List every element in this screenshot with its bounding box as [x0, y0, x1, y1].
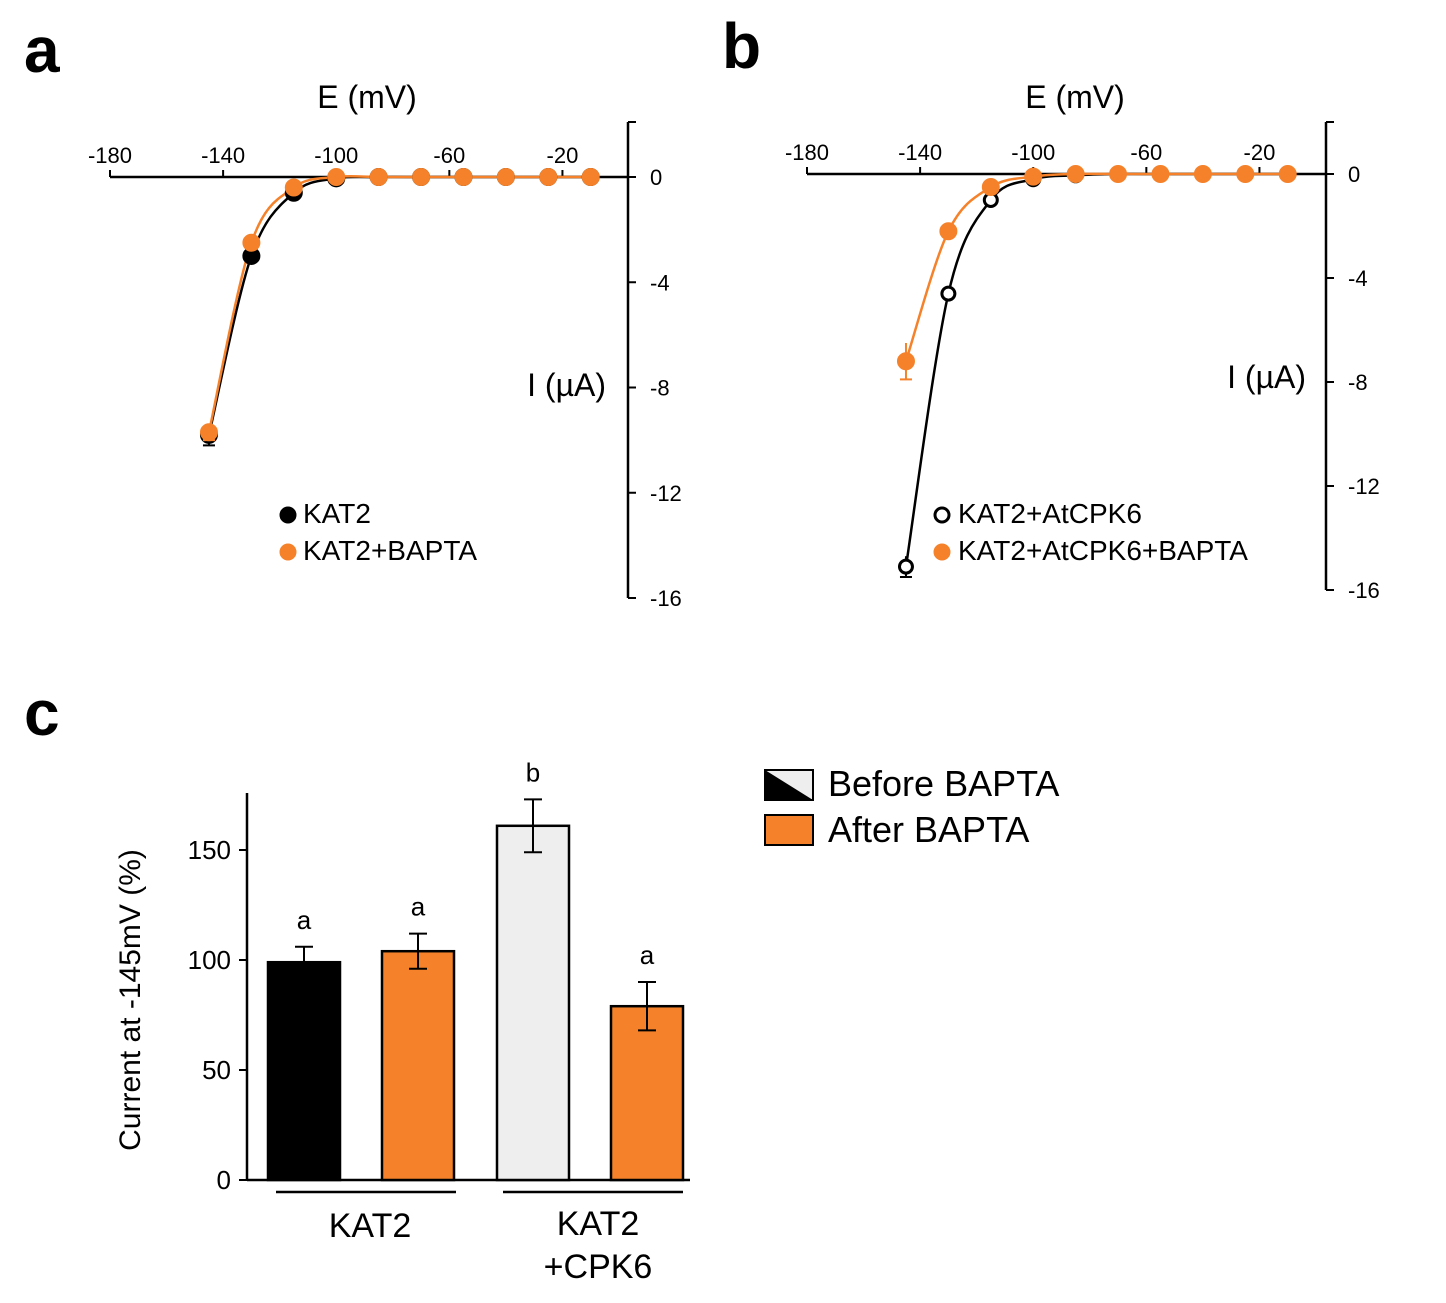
legend-b-label-kat2-atcpk6-bapta: KAT2+AtCPK6+BAPTA	[958, 535, 1248, 566]
data-point-a-kat2-bapta	[284, 178, 303, 197]
bar-kat2-after-bapta	[380, 949, 456, 1182]
significance-letter: b	[526, 757, 540, 787]
legend-c-label-after: After BAPTA	[828, 809, 1029, 850]
y-tick-label-b: -12	[1348, 474, 1380, 499]
iv-chart-b: -180 -140 -100 -60 -20 0 -4 -8 -12 -16 E (mV) I (µA…	[785, 79, 1380, 603]
data-point-a-kat2-bapta	[327, 168, 346, 186]
data-point-b-kat2-atcpk6-bapta	[981, 178, 1000, 196]
legend-b-marker-kat2-atcpk6-bapta	[933, 543, 951, 561]
legend-b: KAT2+AtCPK6 KAT2+AtCPK6+BAPTA	[933, 498, 1248, 566]
bar-kat2-before-bapta	[266, 960, 342, 1182]
legend-c: Before BAPTA After BAPTA	[764, 763, 1059, 850]
x-axis-title-a: E (mV)	[317, 79, 417, 115]
data-point-b-kat2-atcpk6-bapta	[1193, 165, 1212, 183]
legend-a-marker-kat2-bapta	[279, 543, 297, 561]
data-point-b-kat2-atcpk6-bapta	[896, 352, 915, 371]
y-tick-label-c: 150	[188, 835, 231, 865]
data-point-a-kat2-bapta	[369, 168, 388, 186]
y-tick-label-b: 0	[1348, 162, 1360, 187]
legend-a-label-kat2-bapta: KAT2+BAPTA	[303, 535, 477, 566]
x-tick-label-a: -140	[201, 143, 245, 168]
legend-c-label-before: Before BAPTA	[828, 763, 1059, 804]
legend-a-marker-kat2	[279, 506, 297, 524]
data-point-b-kat2-atcpk6-bapta	[1278, 165, 1297, 183]
data-point-a-kat2-bapta	[539, 168, 558, 186]
significance-letter: a	[411, 892, 426, 922]
data-point-a-kat2-bapta	[412, 168, 431, 186]
x-tick-label-a: -180	[88, 143, 132, 168]
y-tick-label-b: -8	[1348, 370, 1368, 395]
data-point-a-kat2-bapta	[496, 168, 515, 186]
group-label-kat2-cpk6-line1: KAT2	[557, 1205, 640, 1243]
data-point-b-kat2-atcpk6-bapta	[1151, 165, 1170, 183]
panel-label-b: b	[722, 10, 761, 82]
y-tick-label-c: 100	[188, 945, 231, 975]
data-point-b-kat2-atcpk6-bapta	[1066, 165, 1085, 183]
data-point-b-kat2-atcpk6-bapta	[1024, 167, 1043, 186]
x-tick-label-a: -60	[433, 143, 465, 168]
data-point-a-kat2-bapta	[581, 168, 600, 186]
data-point-a-kat2-bapta	[242, 233, 261, 252]
x-tick-label-b: -180	[785, 140, 829, 165]
iv-chart-a: -180 -140 -100 -60 -20 0 -4 -8 -12 -16 E (mV) I (µA…	[88, 79, 682, 611]
y-tick-label-b: -16	[1348, 578, 1380, 603]
y-tick-label-c: 0	[217, 1165, 231, 1195]
y-tick-label-a: -16	[650, 586, 682, 611]
data-point-b-kat2-atcpk6-bapta	[1109, 165, 1128, 183]
fit-curve-b-kat2-atcpk6-bapta	[904, 172, 1288, 362]
data-point-b-kat2-atcpk6	[897, 558, 914, 575]
panel-label-c: c	[24, 677, 60, 749]
y-axis-title-a: I (µA)	[527, 367, 606, 403]
bar-kat2-cpk6-before-bapta	[495, 824, 571, 1182]
y-tick-label-b: -4	[1348, 266, 1368, 291]
y-tick-label-a: 0	[650, 165, 662, 190]
legend-b-marker-kat2-atcpk6	[933, 506, 951, 524]
x-tick-label-b: -20	[1244, 140, 1276, 165]
x-tick-label-a: -100	[314, 143, 358, 168]
data-point-b-kat2-atcpk6-bapta	[1236, 165, 1255, 183]
x-tick-label-a: -20	[547, 143, 579, 168]
y-tick-label-a: -4	[650, 270, 670, 295]
group-label-kat2-cpk6-line2: +CPK6	[544, 1248, 653, 1286]
legend-a-label-kat2: KAT2	[303, 498, 371, 529]
legend-c-swatch-before-dark	[765, 770, 813, 800]
bar-kat2-cpk6-after-bapta	[609, 1004, 685, 1182]
x-tick-label-b: -100	[1011, 140, 1055, 165]
y-tick-label-a: -12	[650, 481, 682, 506]
group-label-kat2: KAT2	[329, 1207, 412, 1245]
y-axis-title-b: I (µA)	[1227, 359, 1306, 395]
data-point-b-kat2-atcpk6-bapta	[939, 222, 958, 241]
legend-a: KAT2 KAT2+BAPTA	[279, 498, 477, 566]
panel-label-a: a	[24, 14, 60, 86]
significance-letter: a	[297, 905, 312, 935]
y-tick-label-c: 50	[202, 1055, 231, 1085]
legend-b-label-kat2-atcpk6: KAT2+AtCPK6	[958, 498, 1142, 529]
data-point-b-kat2-atcpk6	[940, 285, 957, 302]
data-point-a-kat2-bapta	[199, 423, 218, 442]
bar-chart-c: 0 50 100 150 Current at -145mV (%) a a b a KAT2 KA…	[114, 757, 690, 1286]
y-axis-title-c: Current at -145mV (%)	[114, 849, 147, 1151]
x-tick-label-b: -60	[1130, 140, 1162, 165]
x-axis-title-b: E (mV)	[1025, 79, 1125, 115]
x-tick-label-b: -140	[898, 140, 942, 165]
legend-c-swatch-after	[764, 814, 814, 846]
y-tick-label-a: -8	[650, 376, 670, 401]
data-point-a-kat2-bapta	[454, 168, 473, 186]
significance-letter: a	[640, 940, 655, 970]
